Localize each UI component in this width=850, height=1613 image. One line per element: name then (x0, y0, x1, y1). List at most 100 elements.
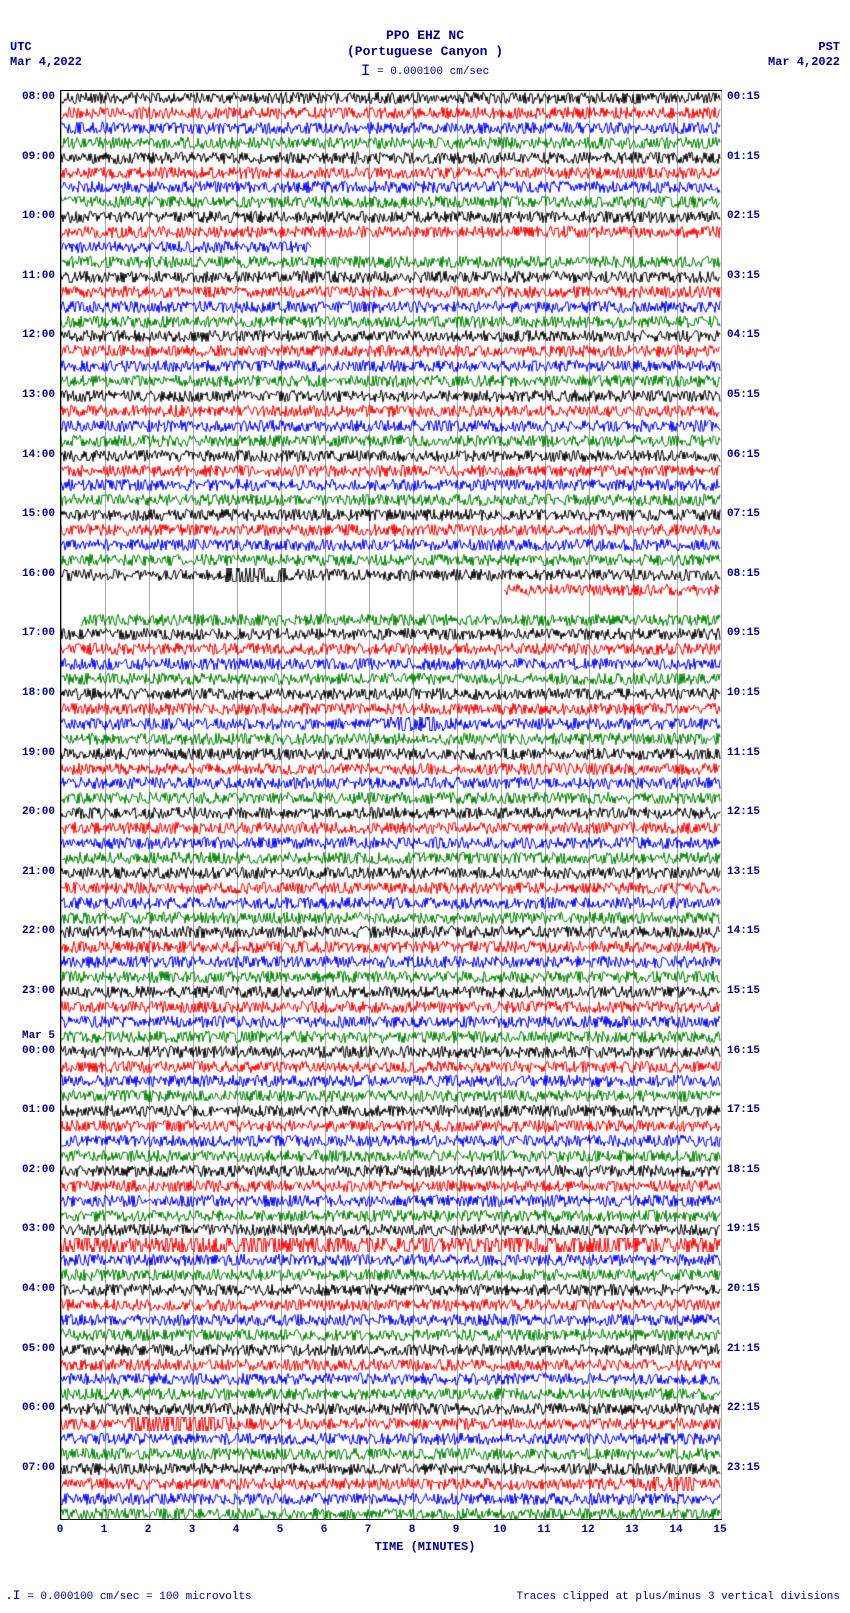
seismic-trace (61, 389, 721, 403)
seismic-trace (61, 568, 721, 582)
seismic-trace (61, 359, 721, 373)
date-left: Mar 4,2022 (10, 55, 82, 69)
seismic-trace (61, 1074, 721, 1088)
xaxis-tick: 8 (402, 1524, 422, 1536)
seismic-trace (61, 642, 721, 656)
seismic-trace (61, 1387, 721, 1401)
utc-time-label: 20:00 (5, 806, 55, 818)
seismic-trace (61, 300, 721, 314)
pst-time-label: 08:15 (727, 568, 777, 580)
utc-time-label: 22:00 (5, 925, 55, 937)
seismic-trace (61, 1119, 721, 1133)
xaxis-tick: 7 (358, 1524, 378, 1536)
gridline (721, 91, 722, 1519)
xaxis-tick: 9 (446, 1524, 466, 1536)
seismic-trace (61, 255, 721, 269)
seismic-trace (61, 1477, 721, 1491)
seismic-trace (61, 180, 721, 194)
seismic-trace (61, 791, 721, 805)
seismic-trace (61, 151, 721, 165)
utc-time-label: 17:00 (5, 627, 55, 639)
seismic-trace (61, 896, 721, 910)
pst-time-label: 01:15 (727, 151, 777, 163)
seismic-trace (61, 776, 721, 790)
seismic-trace (61, 508, 721, 522)
seismic-trace (61, 613, 721, 627)
pst-time-label: 17:15 (727, 1104, 777, 1116)
utc-time-label: 01:00 (5, 1104, 55, 1116)
utc-time-label: 13:00 (5, 389, 55, 401)
footer-clip-note: Traces clipped at plus/minus 3 vertical … (517, 1591, 840, 1603)
pst-time-label: 23:15 (727, 1462, 777, 1474)
utc-time-label: 19:00 (5, 747, 55, 759)
seismic-trace (61, 583, 721, 597)
seismic-trace (61, 881, 721, 895)
pst-time-label: 15:15 (727, 985, 777, 997)
seismic-trace (61, 121, 721, 135)
seismic-trace (61, 166, 721, 180)
seismic-trace (61, 553, 721, 567)
seismic-trace (61, 136, 721, 150)
seismic-trace (61, 1507, 721, 1521)
seismic-trace (61, 940, 721, 954)
xaxis-tick: 5 (270, 1524, 290, 1536)
xaxis-tick: 15 (710, 1524, 730, 1536)
seismic-trace (61, 1402, 721, 1416)
seismic-trace (61, 836, 721, 850)
helicorder-plot (60, 90, 722, 1520)
utc-time-label: 05:00 (5, 1343, 55, 1355)
utc-time-label: 07:00 (5, 1462, 55, 1474)
seismic-trace (61, 1089, 721, 1103)
xaxis-tick: 4 (226, 1524, 246, 1536)
seismic-trace (61, 1372, 721, 1386)
xaxis-tick: 0 (50, 1524, 70, 1536)
xaxis-tick: 6 (314, 1524, 334, 1536)
seismic-trace (61, 1253, 721, 1267)
seismic-trace (61, 478, 721, 492)
seismic-trace (61, 985, 721, 999)
utc-time-label: 23:00 (5, 985, 55, 997)
xaxis-tick: 12 (578, 1524, 598, 1536)
footer-scale: .I = 0.000100 cm/sec = 100 microvolts (5, 1588, 252, 1603)
pst-time-label: 16:15 (727, 1045, 777, 1057)
pst-time-label: 14:15 (727, 925, 777, 937)
pst-time-label: 07:15 (727, 508, 777, 520)
scale-text: = 0.000100 cm/sec (377, 66, 489, 78)
pst-time-label: 21:15 (727, 1343, 777, 1355)
seismic-trace (61, 106, 721, 120)
scale-indicator: I = 0.000100 cm/sec (0, 62, 850, 80)
seismic-trace (61, 821, 721, 835)
seismic-trace (61, 91, 721, 105)
seismic-trace (61, 1134, 721, 1148)
seismic-trace (61, 464, 721, 478)
utc-time-label: 02:00 (5, 1164, 55, 1176)
seismic-trace (61, 1462, 721, 1476)
pst-time-label: 19:15 (727, 1223, 777, 1235)
seismic-trace (61, 315, 721, 329)
timezone-left: UTC (10, 40, 32, 54)
seismic-trace (61, 523, 721, 537)
utc-time-label: 03:00 (5, 1223, 55, 1235)
pst-time-label: 04:15 (727, 329, 777, 341)
seismic-trace (61, 687, 721, 701)
utc-time-label: 04:00 (5, 1283, 55, 1295)
day-break-label: Mar 5 (5, 1030, 55, 1042)
utc-time-label: 00:00 (5, 1045, 55, 1057)
utc-time-label: 11:00 (5, 270, 55, 282)
seismic-trace (61, 1268, 721, 1282)
seismic-trace (61, 240, 721, 254)
xaxis-tick: 14 (666, 1524, 686, 1536)
pst-time-label: 06:15 (727, 449, 777, 461)
pst-time-label: 18:15 (727, 1164, 777, 1176)
seismic-trace (61, 1447, 721, 1461)
seismic-trace (61, 717, 721, 731)
utc-time-label: 08:00 (5, 91, 55, 103)
seismic-trace (61, 1015, 721, 1029)
utc-time-label: 18:00 (5, 687, 55, 699)
seismic-trace (61, 1060, 721, 1074)
utc-time-label: 09:00 (5, 151, 55, 163)
seismic-trace (61, 1000, 721, 1014)
utc-time-label: 16:00 (5, 568, 55, 580)
date-right: Mar 4,2022 (768, 55, 840, 69)
seismic-trace (61, 598, 721, 612)
